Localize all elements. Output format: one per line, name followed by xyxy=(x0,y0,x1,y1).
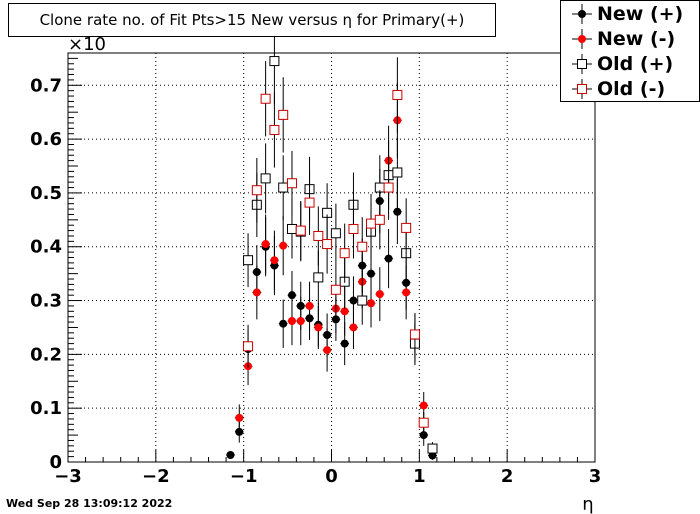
data-point xyxy=(287,291,296,300)
y-tick-label: 0.6 xyxy=(30,129,62,150)
series-1 xyxy=(234,82,429,432)
data-point xyxy=(252,288,261,297)
data-point xyxy=(279,241,288,250)
data-point xyxy=(314,323,323,332)
data-point xyxy=(409,329,420,340)
data-point xyxy=(366,218,377,229)
data-point xyxy=(330,228,341,239)
y-tick-label: 0.1 xyxy=(30,398,62,419)
data-point xyxy=(367,299,376,308)
data-point xyxy=(392,89,403,100)
series-3 xyxy=(243,57,429,434)
data-point xyxy=(235,413,244,422)
legend-marker-old-plus xyxy=(572,54,592,74)
data-point xyxy=(340,339,349,348)
legend-marker-old-minus xyxy=(572,79,592,99)
data-point xyxy=(340,307,349,316)
data-point xyxy=(330,284,341,295)
data-point xyxy=(349,323,358,332)
data-point xyxy=(269,124,280,135)
x-tick-label: −1 xyxy=(230,466,258,487)
data-point xyxy=(261,240,270,249)
legend-label-old-minus: Old (-) xyxy=(597,78,666,100)
data-point xyxy=(286,178,297,189)
data-point xyxy=(401,222,412,233)
series-2 xyxy=(243,18,438,456)
legend-entry-new-minus: New (-) xyxy=(561,27,699,51)
data-point xyxy=(235,427,244,436)
data-point xyxy=(304,197,315,208)
legend-marker-new-plus xyxy=(572,4,592,24)
data-point xyxy=(349,296,358,305)
legend-label-new-plus: New (+) xyxy=(597,3,684,25)
legend-label-new-minus: New (-) xyxy=(597,28,676,50)
y-exponent-label: ×10 xyxy=(68,34,106,55)
data-point xyxy=(226,451,235,460)
data-point xyxy=(348,223,359,234)
data-marks xyxy=(226,18,438,460)
y-tick-label: 0.3 xyxy=(30,291,62,312)
chart-title-text: Clone rate no. of Fit Pts>15 New versus … xyxy=(39,11,465,29)
data-point xyxy=(367,269,376,278)
data-point xyxy=(278,109,289,120)
legend: New (+) New (-) Old (+) Old (-) xyxy=(560,0,700,102)
data-point xyxy=(286,223,297,234)
x-axis-label: η xyxy=(582,494,593,514)
data-point xyxy=(287,317,296,326)
data-point xyxy=(392,167,403,178)
y-tick-label: 0.7 xyxy=(30,75,62,96)
x-tick-label: 3 xyxy=(589,466,602,487)
x-tick-label: −2 xyxy=(142,466,170,487)
data-point xyxy=(243,255,254,266)
y-tick-label: 0 xyxy=(49,452,62,473)
data-point xyxy=(419,431,428,440)
x-tick-label: −3 xyxy=(54,466,82,487)
axes: −3 −2 −1 0 1 2 3 0 0.1 0.2 0.3 0.4 0.5 0.6 0.7 ×10 η xyxy=(30,34,601,514)
data-point xyxy=(279,319,288,328)
legend-entry-old-minus: Old (-) xyxy=(561,77,699,101)
data-point xyxy=(323,346,332,355)
data-point xyxy=(243,341,254,352)
data-point xyxy=(260,173,271,184)
data-point xyxy=(402,288,411,297)
data-point xyxy=(313,272,324,283)
data-point xyxy=(419,401,428,410)
data-point xyxy=(393,207,402,216)
y-tick-label: 0.2 xyxy=(30,344,62,365)
data-point xyxy=(270,256,279,265)
timestamp: Wed Sep 28 13:09:12 2022 xyxy=(6,497,173,510)
data-point xyxy=(357,295,368,306)
data-point xyxy=(313,230,324,241)
data-point xyxy=(295,225,306,236)
grid-lines xyxy=(68,53,595,462)
data-point xyxy=(374,214,385,225)
chart-title: Clone rate no. of Fit Pts>15 New versus … xyxy=(8,3,496,37)
data-point xyxy=(296,317,305,326)
data-point xyxy=(357,241,368,252)
data-point xyxy=(305,301,314,310)
legend-entry-old-plus: Old (+) xyxy=(561,52,699,76)
legend-entry-new-plus: New (+) xyxy=(561,2,699,26)
data-point xyxy=(384,254,393,263)
data-point xyxy=(251,185,262,196)
data-point xyxy=(418,417,429,428)
y-tick-label: 0.5 xyxy=(30,183,62,204)
data-point xyxy=(269,56,280,67)
data-point xyxy=(383,182,394,193)
data-point xyxy=(427,443,438,454)
data-point xyxy=(278,182,289,193)
legend-label-old-plus: Old (+) xyxy=(597,53,674,75)
data-point xyxy=(339,248,350,259)
legend-marker-new-minus xyxy=(572,29,592,49)
data-point xyxy=(322,239,333,250)
x-tick-label: 0 xyxy=(325,466,338,487)
data-point xyxy=(260,93,271,104)
data-point xyxy=(375,290,384,299)
x-tick-label: 2 xyxy=(501,466,514,487)
x-tick-label: 1 xyxy=(413,466,426,487)
y-tick-label: 0.4 xyxy=(30,237,62,258)
